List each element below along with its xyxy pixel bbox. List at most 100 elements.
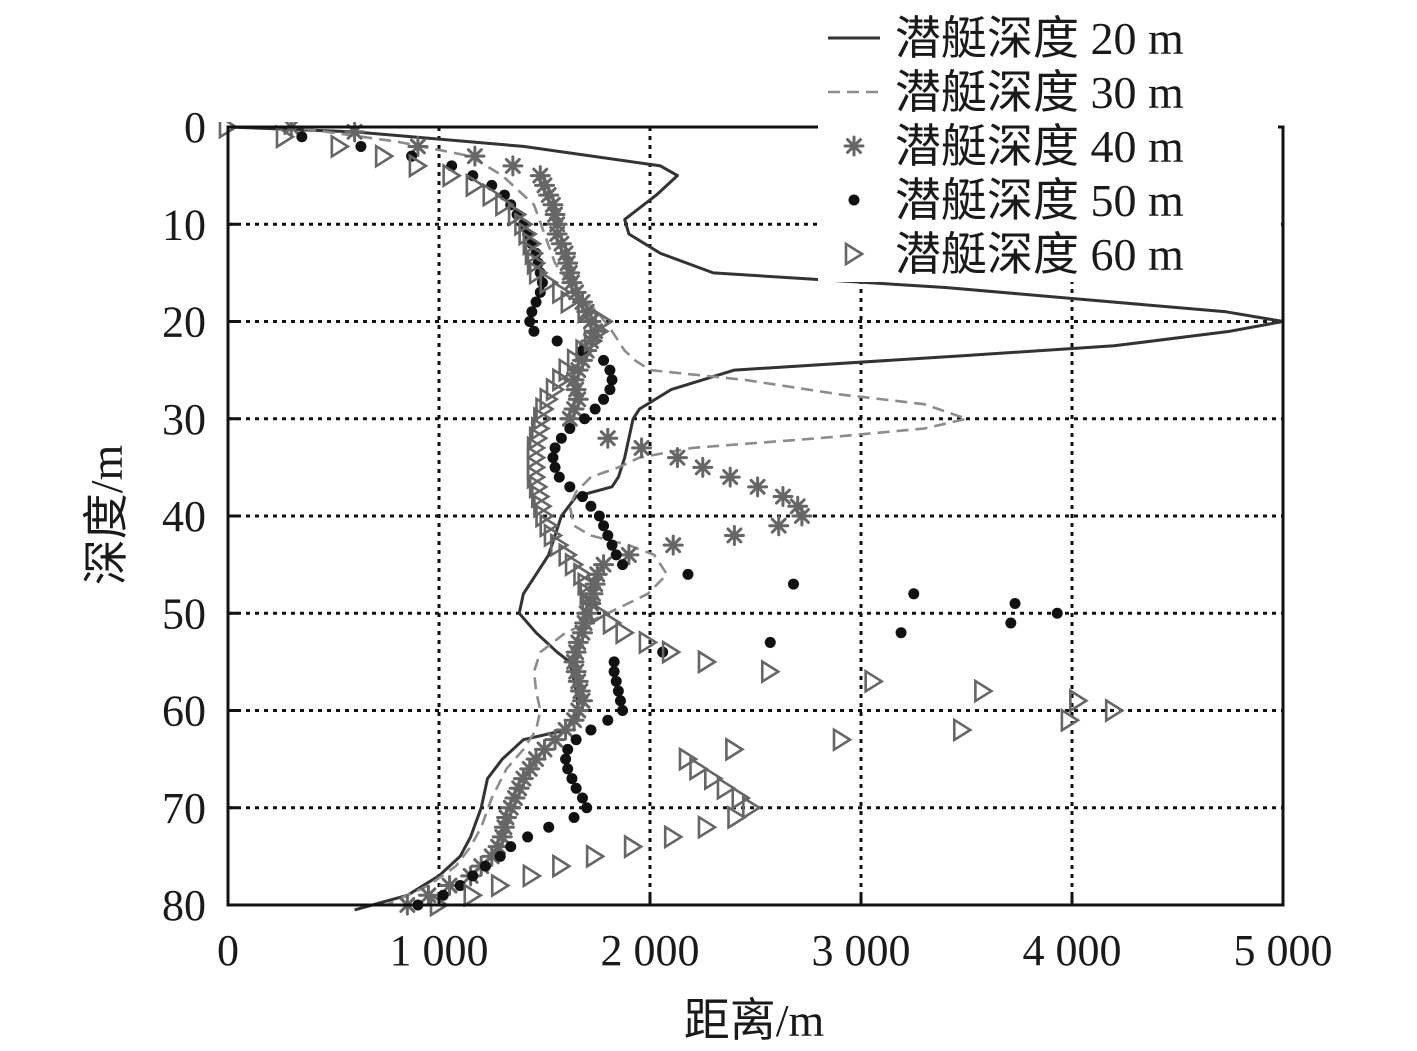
data-point — [576, 491, 588, 503]
data-point — [581, 802, 593, 814]
legend-label: 潜艇深度 50 m — [895, 175, 1184, 226]
data-point — [577, 299, 598, 325]
data-point — [602, 529, 614, 541]
data-point — [522, 231, 543, 257]
axes — [226, 125, 1285, 907]
data-point — [539, 513, 560, 539]
data-point — [666, 447, 688, 469]
data-point — [598, 520, 610, 532]
y-tick-label: 30 — [162, 395, 206, 444]
y-tick-label: 50 — [162, 589, 206, 638]
data-point — [661, 639, 682, 665]
data-point — [895, 627, 907, 639]
x-tick-label: 5 000 — [1234, 926, 1333, 975]
data-point — [602, 714, 614, 726]
data-point — [518, 221, 539, 247]
legend-label: 潜艇深度 40 m — [895, 121, 1184, 172]
data-point — [689, 756, 709, 782]
data-point — [682, 568, 694, 580]
data-point — [772, 486, 794, 508]
data-point — [1051, 607, 1063, 619]
data-point — [463, 882, 484, 908]
data-point — [597, 427, 619, 449]
legend-label: 潜艇深度 60 m — [895, 229, 1184, 280]
data-point — [296, 131, 308, 143]
data-point — [585, 844, 606, 869]
legend-swatch — [844, 241, 865, 267]
data-point — [662, 534, 684, 556]
data-point — [692, 456, 714, 478]
data-point — [559, 408, 581, 430]
data-point — [494, 850, 506, 862]
series-line — [228, 125, 968, 907]
data-point — [593, 554, 615, 576]
data-point — [442, 163, 463, 188]
data-point — [330, 134, 351, 159]
data-point — [568, 811, 580, 823]
data-point — [791, 505, 813, 527]
data-point — [564, 481, 576, 493]
data-point — [602, 610, 623, 636]
data-point — [719, 466, 741, 488]
data-point — [566, 348, 587, 373]
data-point — [482, 182, 503, 208]
data-point — [579, 413, 591, 425]
data-point — [535, 503, 555, 529]
data-point — [787, 578, 799, 590]
data-point — [617, 559, 629, 571]
data-point — [533, 493, 553, 519]
data-point — [524, 241, 545, 266]
data-point — [577, 571, 598, 597]
data-point — [631, 437, 653, 459]
data-point — [598, 354, 610, 366]
data-point — [1104, 698, 1125, 723]
data-point — [543, 523, 564, 548]
data-point — [514, 211, 534, 237]
data-point — [579, 581, 600, 607]
data-point — [610, 549, 622, 561]
data-point — [1060, 707, 1081, 733]
data-point — [464, 145, 486, 167]
y-tick-label: 70 — [162, 784, 206, 833]
data-point — [614, 695, 626, 707]
data-point — [490, 873, 511, 898]
data-point — [543, 821, 555, 833]
data-point — [555, 719, 577, 741]
data-point — [678, 746, 699, 772]
data-point — [528, 325, 540, 337]
data-point — [952, 717, 973, 743]
legend-swatch — [843, 135, 865, 157]
x-tick-label: 3 000 — [812, 926, 911, 975]
data-point — [553, 471, 565, 483]
y-tick-label: 0 — [184, 103, 206, 152]
data-point — [528, 260, 549, 286]
data-point — [552, 367, 572, 393]
data-point — [594, 309, 615, 334]
data-point — [526, 306, 538, 318]
data-point — [703, 766, 724, 791]
data-point — [507, 202, 528, 227]
data-point — [530, 296, 542, 308]
data-point — [623, 834, 644, 859]
data-point — [479, 860, 491, 872]
data-point — [1005, 617, 1017, 629]
legend-swatch — [848, 194, 860, 206]
legend-label: 潜艇深度 20 m — [895, 13, 1184, 64]
series-3 — [280, 122, 813, 916]
data-point — [727, 805, 747, 830]
data-point — [549, 442, 561, 454]
data-point — [505, 841, 517, 853]
data-point — [275, 124, 296, 150]
data-point — [608, 656, 620, 668]
data-point — [716, 775, 737, 801]
x-tick-label: 4 000 — [1023, 926, 1122, 975]
data-point — [606, 539, 618, 551]
y-tick-label: 40 — [162, 492, 206, 541]
data-point — [723, 524, 745, 546]
data-point — [502, 155, 524, 177]
data-point — [539, 386, 560, 412]
data-point — [454, 880, 466, 892]
data-point — [539, 270, 560, 295]
